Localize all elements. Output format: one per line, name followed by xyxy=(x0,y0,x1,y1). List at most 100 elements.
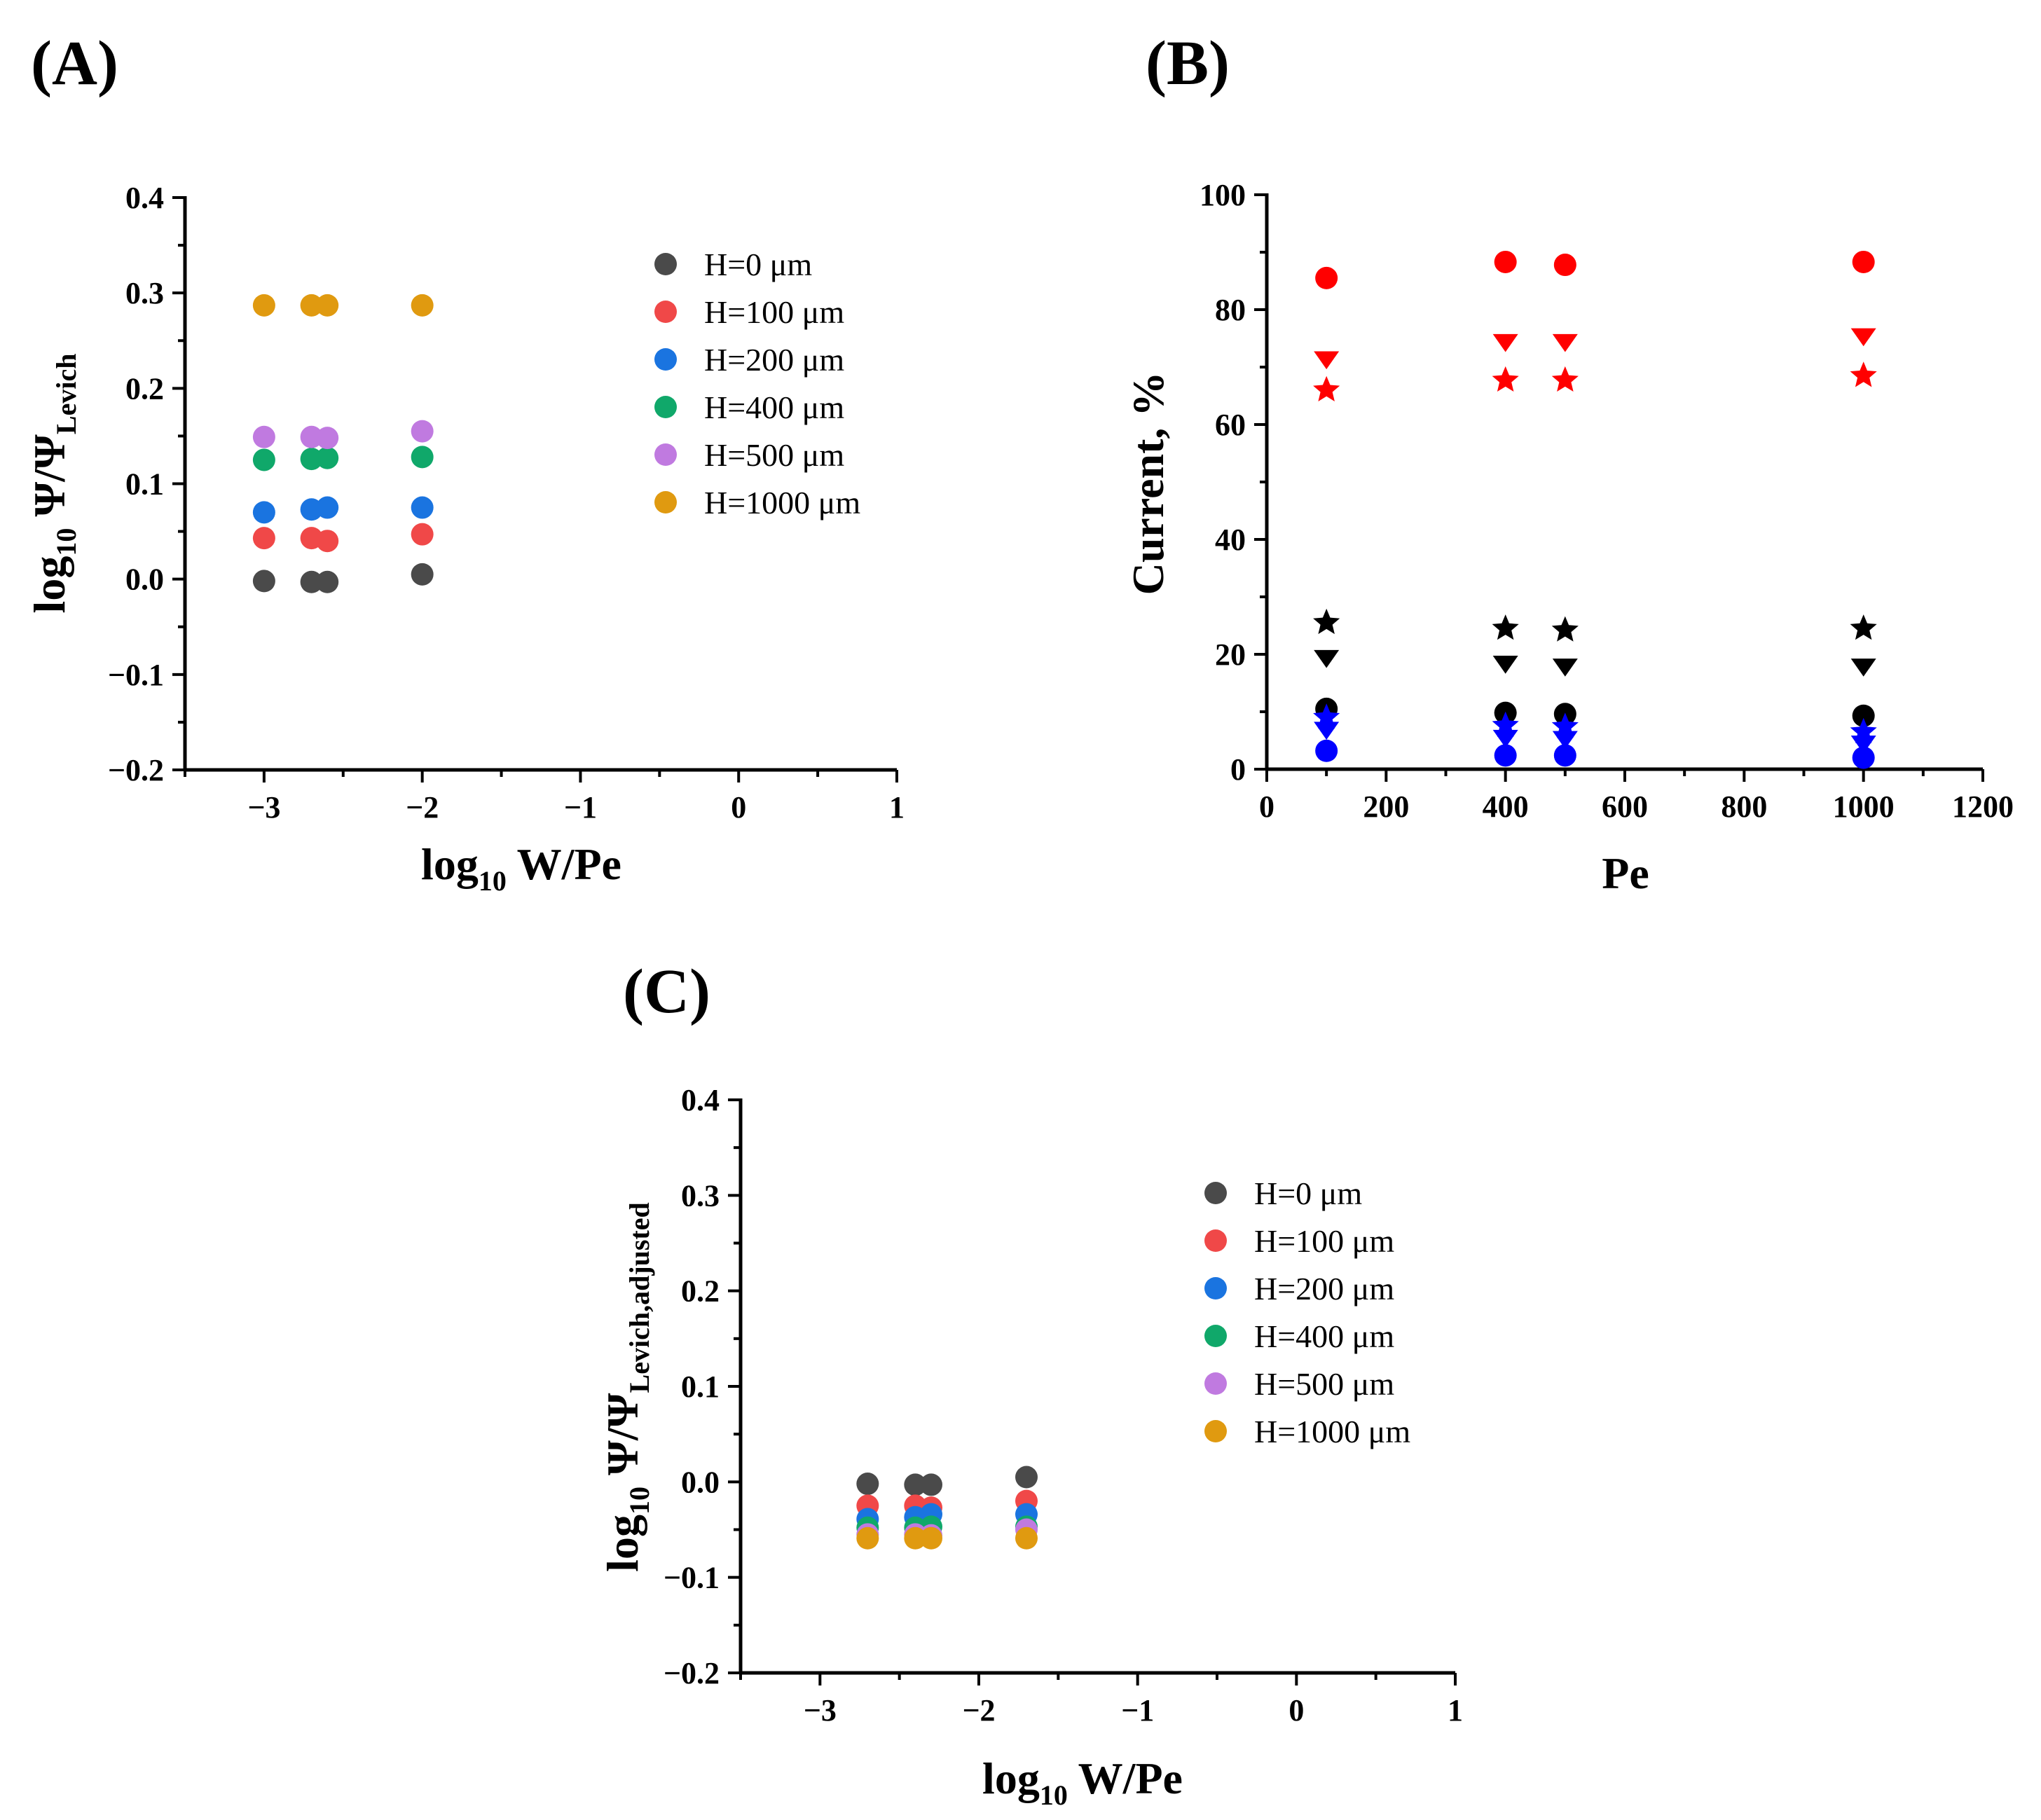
chart-panel-a: (A) −3 −2 −1 0 1 −0.2 −0.1 0.0 0.1 0.2 0.3 0.4 log10 … xyxy=(25,29,905,897)
data-point xyxy=(316,294,339,317)
data-point xyxy=(1850,361,1877,387)
legend-marker xyxy=(1204,1325,1227,1347)
data-point xyxy=(252,448,275,471)
data-point xyxy=(1015,1466,1038,1489)
data-point xyxy=(1852,746,1875,769)
x-tick-label: −2 xyxy=(406,790,439,825)
legend-marker xyxy=(1204,1277,1227,1299)
legend-marker xyxy=(1204,1182,1227,1204)
data-point xyxy=(1313,375,1340,401)
x-axis-title: log10 W/Pe xyxy=(421,839,621,897)
data-point xyxy=(1492,333,1518,352)
legend-label: H=500 μm xyxy=(1254,1366,1394,1402)
y-tick-label: 0.1 xyxy=(125,467,164,502)
legend-label: H=100 μm xyxy=(704,294,844,330)
data-point xyxy=(300,425,323,448)
data-point xyxy=(411,420,434,443)
data-point xyxy=(1314,722,1340,740)
chart-panel-b: (B) 0 200 400 600 800 1000 1200 0 20 40 60 80 100 Pe Cu… xyxy=(1123,29,2014,898)
data-point xyxy=(1315,739,1338,762)
y-tick-label: 0.3 xyxy=(125,276,164,310)
data-point xyxy=(1553,254,1576,277)
y-axis-title: Current, % xyxy=(1123,372,1173,595)
y-tick-label: 0.0 xyxy=(681,1465,720,1499)
data-point xyxy=(904,1526,927,1550)
series-h-400-m xyxy=(856,1515,1038,1539)
series-circle-8 xyxy=(1315,739,1875,769)
series-h-1000-m xyxy=(252,294,434,317)
series-h-500-m xyxy=(856,1518,1038,1547)
data-point xyxy=(300,570,323,593)
data-point xyxy=(1494,744,1517,767)
x-tick-label: 0 xyxy=(731,790,746,825)
panel-label: (A) xyxy=(31,29,118,98)
legend-label: H=100 μm xyxy=(1254,1223,1394,1259)
data-point xyxy=(1552,333,1578,352)
data-point xyxy=(252,425,275,448)
data-point xyxy=(1492,729,1518,748)
y-tick-label: 0 xyxy=(1230,752,1246,787)
data-point xyxy=(411,523,434,546)
series-star-3 xyxy=(1313,608,1877,642)
y-tick-label: 20 xyxy=(1215,637,1246,672)
data-point xyxy=(1850,736,1876,754)
data-point xyxy=(252,570,275,593)
data-point xyxy=(411,446,434,469)
legend: H=0 μm H=100 μm H=200 μm H=400 μm H=500 μm H=… xyxy=(654,247,860,521)
data-point xyxy=(1553,744,1576,767)
y-axis-title: log10 Ψ/ΨLevich xyxy=(25,354,82,614)
legend-marker xyxy=(1204,1229,1227,1252)
x-tick-label: 0 xyxy=(1259,790,1274,824)
series-star-6 xyxy=(1313,703,1877,743)
panel-label: (C) xyxy=(623,957,710,1026)
data-point xyxy=(1314,649,1340,668)
data-point xyxy=(1852,704,1875,727)
series-h-1000-m xyxy=(856,1526,1038,1550)
x-tick-label: 800 xyxy=(1721,790,1767,824)
y-tick-label: 80 xyxy=(1215,293,1246,327)
legend-label: H=200 μm xyxy=(1254,1271,1394,1307)
data-point xyxy=(300,448,323,471)
legend-marker xyxy=(654,348,677,371)
data-point xyxy=(316,427,339,450)
data-point xyxy=(1492,614,1519,640)
y-tick-label: −0.2 xyxy=(108,753,164,787)
panel-label: (B) xyxy=(1146,29,1230,98)
y-tick-label: 0.4 xyxy=(681,1083,720,1117)
legend-marker xyxy=(654,253,677,275)
x-tick-label: 400 xyxy=(1483,790,1529,824)
data-point xyxy=(920,1526,942,1550)
legend-label: H=1000 μm xyxy=(1254,1414,1410,1449)
x-tick-label: 1000 xyxy=(1833,790,1895,824)
data-point xyxy=(1552,731,1578,750)
legend-label: H=500 μm xyxy=(704,437,844,473)
series-circle-5 xyxy=(1315,697,1875,727)
series-h-200-m xyxy=(856,1503,1038,1531)
series-h-400-m xyxy=(252,446,434,471)
x-tick-label: 600 xyxy=(1602,790,1648,824)
legend-marker xyxy=(654,301,677,323)
data-point xyxy=(856,1473,879,1496)
y-tick-label: 60 xyxy=(1215,408,1246,442)
data-point xyxy=(316,496,339,519)
data-point xyxy=(316,570,339,593)
x-tick-label: −2 xyxy=(962,1693,995,1728)
y-tick-label: 100 xyxy=(1200,178,1246,212)
data-point xyxy=(1314,351,1340,370)
series-h-100-m xyxy=(252,523,434,553)
y-tick-label: 0.2 xyxy=(681,1274,720,1309)
data-point xyxy=(1551,366,1579,392)
y-tick-label: −0.1 xyxy=(664,1561,720,1595)
data-point xyxy=(1494,250,1517,273)
data-point xyxy=(1850,659,1876,677)
data-point xyxy=(1015,1526,1038,1550)
x-tick-label: 200 xyxy=(1363,790,1409,824)
legend-label: H=400 μm xyxy=(1254,1318,1394,1354)
legend-label: H=0 μm xyxy=(704,247,812,282)
y-tick-label: 40 xyxy=(1215,523,1246,557)
x-axis-title: log10 W/Pe xyxy=(982,1753,1183,1811)
data-point xyxy=(1850,614,1877,640)
series-circle-0 xyxy=(1315,250,1875,289)
x-tick-label: 1 xyxy=(1448,1693,1463,1728)
y-tick-label: −0.1 xyxy=(108,658,164,692)
